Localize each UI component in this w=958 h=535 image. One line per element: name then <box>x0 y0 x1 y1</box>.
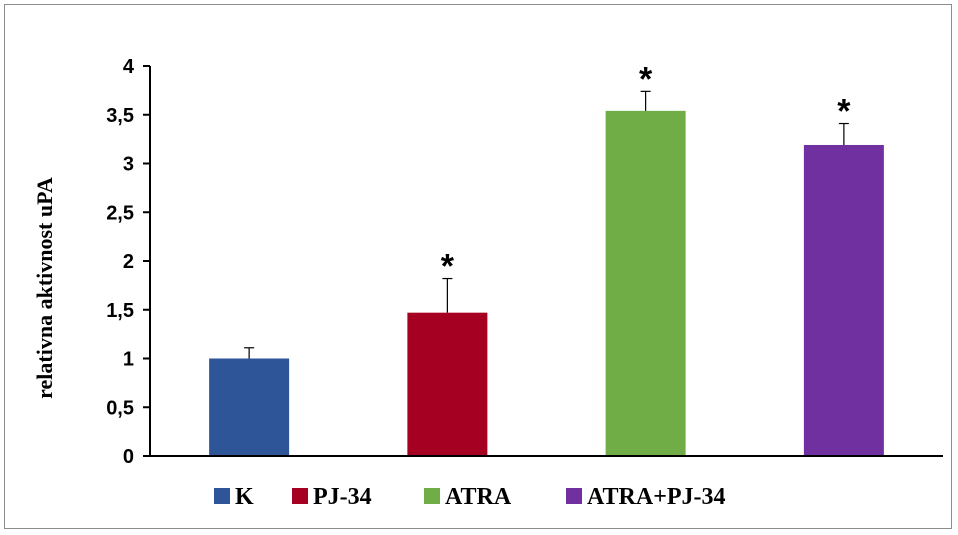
y-tick-label: 1,5 <box>106 300 134 322</box>
y-axis-label: relativna aktivnost uPA <box>32 177 57 399</box>
legend: K PJ-34 ATRA ATRA+PJ-34 <box>214 484 726 510</box>
significance-star: * <box>639 60 653 98</box>
legend-label: ATRA <box>445 484 512 510</box>
legend-swatch <box>566 488 582 504</box>
legend-swatch <box>214 488 230 504</box>
y-tick-label: 2,5 <box>106 202 134 224</box>
bar <box>209 358 290 456</box>
y-tick-label: 0,5 <box>106 397 134 419</box>
bar <box>407 312 488 456</box>
significance-star: * <box>441 248 455 286</box>
bar <box>803 144 884 456</box>
error-bars <box>244 90 849 359</box>
legend-swatch <box>292 488 308 504</box>
y-tick-label: 4 <box>123 56 135 78</box>
y-axis-ticks: 0 0,5 1 1,5 2 2,5 3 3,5 4 <box>106 56 150 468</box>
bar <box>605 110 686 456</box>
legend-swatch <box>424 488 440 504</box>
bars <box>209 110 884 456</box>
legend-label: K <box>235 484 254 510</box>
y-tick-label: 0 <box>123 446 134 468</box>
significance-markers: * * * <box>441 60 852 285</box>
y-tick-label: 3 <box>123 154 134 176</box>
legend-label: ATRA+PJ-34 <box>587 484 726 510</box>
y-tick-label: 2 <box>123 251 134 273</box>
significance-star: * <box>837 93 851 131</box>
y-tick-label: 1 <box>123 349 134 371</box>
y-tick-label: 3,5 <box>106 105 134 127</box>
legend-label: PJ-34 <box>313 484 372 510</box>
